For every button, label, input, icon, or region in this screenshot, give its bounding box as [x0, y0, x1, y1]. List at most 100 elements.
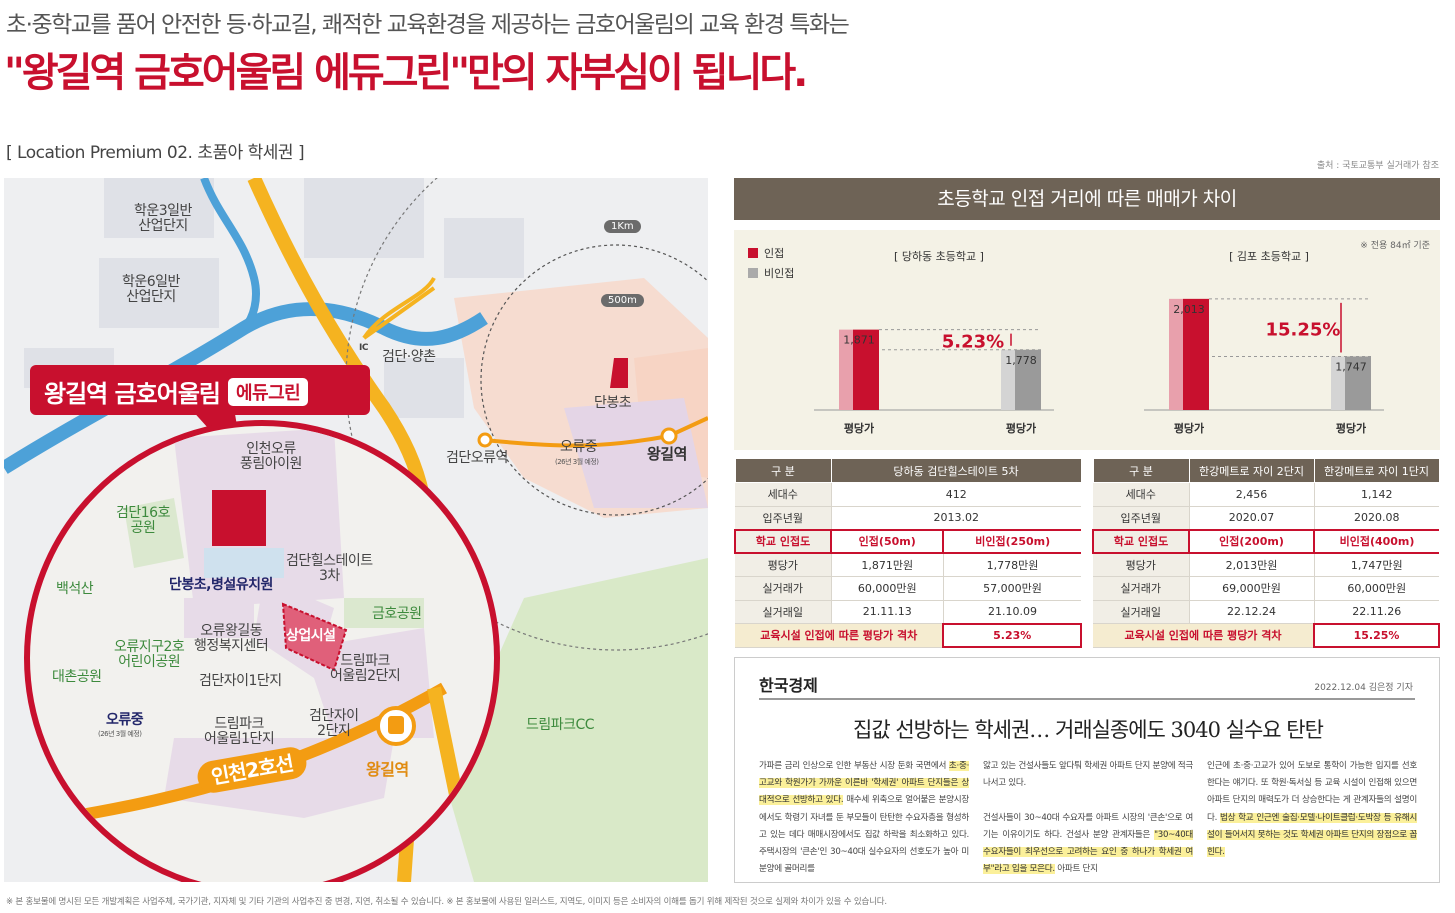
chart-category-label: 평당가: [1174, 421, 1204, 435]
table-cell: 비인접(250m): [942, 528, 1081, 554]
table-cell: 실거래일: [735, 600, 832, 624]
map-label-wanggil-station: 왕길역: [647, 445, 687, 463]
chart-bar: [1183, 298, 1209, 410]
chart-group-title: [ 김포 초등학교 ]: [1229, 250, 1309, 263]
map-label-oryu-mid: 오류중: [560, 439, 598, 455]
table-cell: 60,000만원: [831, 576, 944, 601]
chart-bar-face: [839, 329, 853, 410]
news-logo: 한국경제: [759, 676, 818, 695]
comparison-table-right: 구 분 한강메트로 자이 2단지 한강메트로 자이 1단지 세대수 2,456 …: [1092, 458, 1440, 648]
legend-swatch-adjacent: [748, 248, 758, 258]
map-label-danbong: 단봉초: [594, 395, 632, 411]
map-label-oryu-mid-lower-note: (26년 3월 예정): [98, 730, 142, 738]
table-left-header-1: 당하동 검단힐스테이트 5차: [830, 458, 1082, 483]
chart-category-label: 평당가: [1336, 421, 1366, 435]
callout-tag: 에듀그린: [228, 378, 309, 406]
news-column-2: 앓고 있는 건설사들도 앞다퉈 학세권 아파트 단지 분양에 적극 나서고 있다…: [983, 758, 1193, 878]
table-cell: 입주년월: [1093, 506, 1190, 530]
news-divider: [759, 698, 1415, 700]
table-cell: 비인접(400m): [1313, 528, 1439, 554]
table-cell: 2020.07: [1189, 506, 1315, 530]
map-label-daechon-park: 대촌공원: [52, 669, 102, 685]
table-cell: 15.25%: [1313, 622, 1440, 648]
bar-chart: 인접 비인접 ※ 전용 84㎡ 기준 [ 당하동 초등학교 ] 1,871 평당가 1…: [748, 240, 1430, 435]
table-cell: 교육시설 인접에 따른 평당가 격차: [735, 623, 944, 648]
news-column-3: 인근에 초·중·고교가 있어 도보로 통학이 가능한 입지를 선호한다는 얘기다…: [1207, 758, 1417, 861]
map-label-commercial: 상업시설: [286, 628, 336, 644]
table-cell: 22.11.26: [1314, 600, 1439, 624]
table-cell: 22.12.24: [1189, 600, 1315, 624]
table-cell: 1,871만원: [831, 553, 944, 577]
map-label-oryu-pungnim: 인천오류 풍림아이원: [240, 441, 302, 473]
table-cell: 21.10.09: [943, 600, 1081, 624]
map-label-hakun6: 학운6일반 산업단지: [122, 274, 180, 306]
map-label-geomdan-xi1: 검단자이1단지: [199, 673, 282, 689]
table-cell: 실거래가: [735, 576, 832, 601]
chart-bar-face: [1331, 356, 1345, 410]
table-cell: 69,000만원: [1189, 576, 1315, 601]
table-cell: 5.23%: [942, 622, 1082, 648]
table-cell: 1,778만원: [943, 553, 1081, 577]
news-meta: 2022.12.04 김은정 기자: [1314, 683, 1413, 693]
news-text: 앓고 있는 건설사들도 앞다퉈 학세권 아파트 단지 분양에 적극 나서고 있다…: [983, 761, 1193, 789]
map-label-wanggil-station-lower: 왕길역: [366, 760, 409, 779]
chart-annotation: 5.23%: [942, 332, 1004, 353]
lead-text: 초·중학교를 품어 안전한 등·하교길, 쾌적한 교육환경을 제공하는 금호어울…: [6, 12, 850, 38]
map-label-hakun3: 학운3일반 산업단지: [134, 203, 192, 235]
ring-500m-label: 500m: [601, 294, 644, 307]
legend-non-adjacent: 비인접: [764, 267, 794, 280]
table-cell: 실거래일: [1093, 600, 1190, 624]
news-clipping: 한국경제 2022.12.04 김은정 기자 집값 선방하는 학세권… 거래실종…: [734, 657, 1440, 883]
table-cell: 세대수: [735, 482, 832, 507]
chart-bar-face: [1001, 349, 1015, 410]
headline: "왕길역 금호어울림 에듀그린"만의 자부심이 됩니다.: [4, 50, 808, 96]
chart-bar: [853, 329, 879, 410]
chart-category-label: 평당가: [1006, 421, 1036, 435]
map-label-geomdan-oryu-station: 검단오류역: [446, 450, 508, 466]
chart-annotation: 15.25%: [1266, 320, 1341, 341]
chart-note: ※ 전용 84㎡ 기준: [1360, 240, 1430, 251]
price-chart-panel: 초등학교 인접 거리에 따른 매매가 차이 인접 비인접 ※ 전용 84㎡ 기준…: [734, 178, 1440, 450]
location-map: 왕길역 금호어울림 에듀그린 학운3일반 산업단지 학운6일반 산업단지 1Km 50…: [4, 178, 708, 882]
chart-data-label: 1,778: [1005, 354, 1037, 367]
map-graphic: [4, 178, 708, 882]
table-cell: 학교 인접도: [1092, 528, 1190, 554]
table-cell: 평당가: [735, 553, 832, 577]
map-label-geomdan-xi2: 검단자이 2단지: [309, 708, 359, 740]
news-text: 매수세 위축으로 얼어붙은 분양시장에서도 학령기 자녀를 둔 부모들이 탄탄한…: [759, 795, 969, 875]
table-cell: 2013.02: [831, 506, 1081, 530]
table-cell: 2,013만원: [1189, 553, 1315, 577]
table-cell: 2,456: [1189, 482, 1315, 507]
map-label-dreampark1: 드림파크 어울림1단지: [204, 716, 275, 748]
map-label-oryu-park2: 오류지구2호 어린이공원: [114, 639, 185, 671]
ring-1km-label: 1Km: [604, 220, 641, 233]
chart-data-label: 1,747: [1335, 360, 1367, 373]
news-column-1: 가파른 금리 인상으로 인한 부동산 시장 둔화 국면에서 초·중·고교와 학원…: [759, 758, 969, 878]
table-cell: 평당가: [1093, 553, 1190, 577]
chart-header: 초등학교 인접 거리에 따른 매매가 차이: [734, 178, 1440, 220]
map-label-geumho-park: 금호공원: [372, 606, 422, 622]
news-text: 아파트 단지: [1054, 864, 1098, 875]
table-cell: 인접(200m): [1188, 528, 1315, 554]
table-cell: 57,000만원: [943, 576, 1081, 601]
table-right-header-2: 한강메트로 자이 1단지: [1313, 458, 1440, 483]
chart-group-title: [ 당하동 초등학교 ]: [894, 249, 984, 263]
table-cell: 입주년월: [735, 506, 832, 530]
map-label-geomdan16-park: 검단16호 공원: [116, 505, 170, 537]
table-cell: 학교 인접도: [734, 528, 832, 554]
table-cell: 21.11.13: [831, 600, 944, 624]
map-label-geomdan-yangchon: 검단·양촌: [382, 349, 436, 365]
map-label-oryu-wanggil-center: 오류왕길동 행정복지센터: [194, 623, 269, 655]
chart-data-label: 1,871: [843, 334, 875, 347]
news-text: 인근에 초·중·고교가 있어 도보로 통학이 가능한 입지를 선호한다는 얘기다…: [1207, 761, 1417, 823]
map-label-dreampark2: 드림파크 어울림2단지: [330, 653, 401, 685]
map-label-oryu-mid-note: (26년 3월 예정): [555, 458, 599, 466]
legend-swatch-non-adjacent: [748, 268, 758, 278]
news-title: 집값 선방하는 학세권… 거래실종에도 3040 실수요 탄탄: [853, 718, 1324, 742]
news-text: 건설사들이 30~40대 수요자를 아파트 시장의 '큰손'으로 여기는 이유이…: [983, 812, 1193, 840]
table-cell: 1,747만원: [1314, 553, 1439, 577]
table-cell: 412: [831, 482, 1081, 507]
news-highlight: 법상 학교 인근엔 술집·모텔·나이트클럽·도박장 등 유해시설이 들어서지 못…: [1207, 812, 1417, 858]
chart-bar: [1345, 356, 1371, 410]
chart-category-label: 평당가: [844, 421, 874, 435]
